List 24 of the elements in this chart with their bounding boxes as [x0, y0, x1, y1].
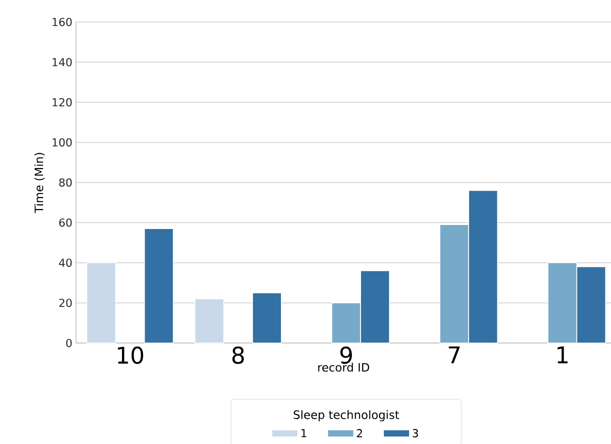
legend-title: Sleep technologist [294, 410, 400, 422]
y-tick-label: 120 [52, 98, 72, 106]
bar [252, 292, 282, 344]
x-tick-label: 7 [448, 346, 460, 364]
y-tick-label: 160 [52, 18, 72, 26]
x-tick-label: 10 [118, 346, 144, 364]
y-tick-label: 140 [52, 58, 72, 66]
x-tick-label: 1 [558, 346, 568, 364]
y-tick-label: 0 [66, 338, 72, 348]
bar [194, 298, 224, 344]
x-tick-label: 8 [232, 346, 244, 364]
y-tick-label: 20 [59, 298, 72, 308]
bar [86, 262, 116, 344]
x-tick-label: 9 [340, 346, 352, 364]
legend-label: 2 [356, 429, 362, 438]
y-tick-label: 100 [52, 138, 72, 147]
legend-label: 1 [301, 429, 306, 438]
y-tick-label: 40 [59, 258, 72, 267]
legend-label: 3 [412, 429, 418, 438]
y-axis-title: Time (Min) [34, 152, 45, 214]
bar [144, 228, 174, 344]
y-tick-label: 60 [59, 218, 72, 227]
y-tick-label: 80 [59, 178, 72, 187]
x-axis-title: record ID [318, 362, 370, 372]
